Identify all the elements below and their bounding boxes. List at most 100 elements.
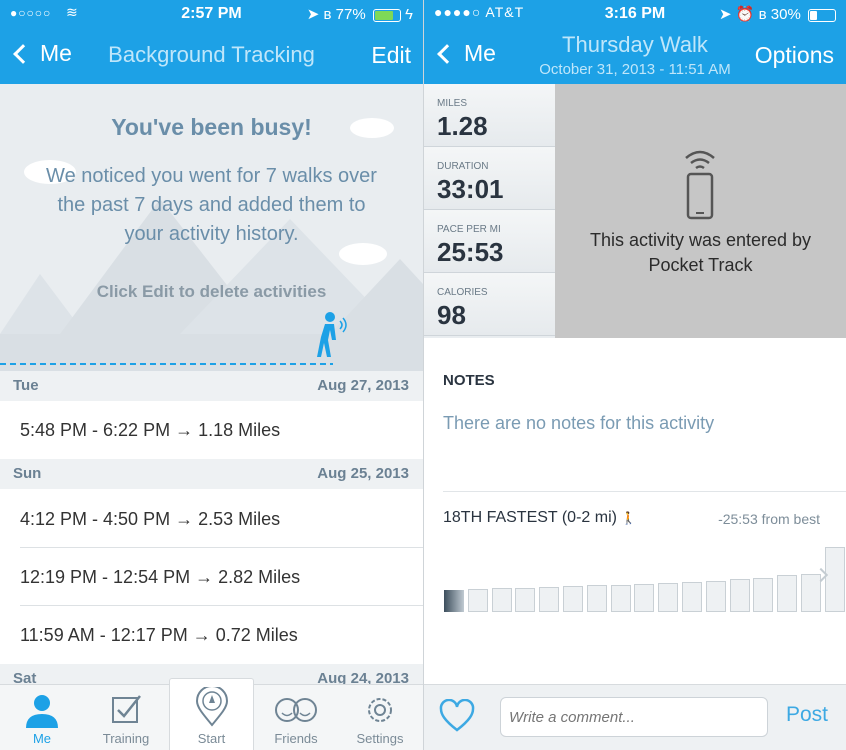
stat-key: DURATION xyxy=(437,161,489,172)
stat-value: 33:01 xyxy=(437,174,504,204)
tab-friends[interactable]: Friends xyxy=(254,684,338,750)
ranking-bar xyxy=(539,586,560,612)
stats-panel: MILES 1.28 DURATION 33:01 PACE PER MI 25… xyxy=(424,84,555,338)
ranking-bar xyxy=(777,575,798,612)
divider xyxy=(443,491,846,492)
tab-label: Me xyxy=(32,731,52,746)
banner-message: We noticed you went for 7 walks over the… xyxy=(46,165,377,245)
charging-icon: ϟ xyxy=(405,6,413,23)
notes-text[interactable]: There are no notes for this activity xyxy=(443,413,715,433)
status-right: ➤ ⏰ ʙ 30% xyxy=(719,5,836,23)
carrier-signal: ●●●●○ AT&T xyxy=(434,4,525,20)
back-button[interactable]: Me xyxy=(434,40,496,67)
stat-miles: MILES 1.28 xyxy=(424,84,555,147)
ranking-bar xyxy=(705,580,726,612)
status-right: ➤ ʙ 77% ϟ xyxy=(307,5,413,23)
stat-value: 25:53 xyxy=(437,237,504,267)
battery-percent: 77% xyxy=(335,6,366,23)
ranking-title: 18TH FASTEST (0-2 mi) 🚶 xyxy=(443,509,636,527)
busy-banner: You've been busy! We noticed you went fo… xyxy=(0,84,423,372)
heart-icon[interactable] xyxy=(438,699,476,733)
phone-wireless-icon xyxy=(685,150,715,220)
activity-detail-screen: ●●●●○ AT&T 3:16 PM ➤ ⏰ ʙ 30% Me Thursday… xyxy=(424,0,846,750)
wifi-icon: ≋ xyxy=(66,4,78,20)
section-day: Sat xyxy=(13,670,37,687)
section-day: Tue xyxy=(13,377,39,394)
navigation-bar: ●○○○○ ≋ 2:57 PM ➤ ʙ 77% ϟ Me Background … xyxy=(0,0,423,84)
ranking-bar xyxy=(586,585,607,612)
tab-label: Start xyxy=(197,731,226,746)
navigation-bar: ●●●●○ AT&T 3:16 PM ➤ ⏰ ʙ 30% Me Thursday… xyxy=(424,0,846,84)
ranking-bar xyxy=(682,582,702,612)
tab-label: Settings xyxy=(356,731,404,746)
location-icon: ➤ xyxy=(719,6,732,23)
stat-key: MILES xyxy=(437,98,468,109)
entered-by-panel: This activity was entered by Pocket Trac… xyxy=(555,84,846,338)
activity-row[interactable]: 5:48 PM - 6:22 PM → 1.18 Miles xyxy=(0,401,423,459)
back-label: Me xyxy=(40,40,72,66)
ranking-chart[interactable] xyxy=(444,530,845,612)
battery-icon xyxy=(808,8,836,22)
page-title: Background Tracking xyxy=(108,42,315,67)
status-bar: ●●●●○ AT&T 3:16 PM ➤ ⏰ ʙ 30% xyxy=(424,0,846,30)
section-header: Sun Aug 25, 2013 xyxy=(0,459,423,489)
section-date: Aug 27, 2013 xyxy=(317,377,409,394)
tab-me[interactable]: Me xyxy=(0,684,84,750)
signal-strength: ●○○○○ xyxy=(10,6,52,20)
back-button[interactable]: Me xyxy=(10,40,72,67)
ranking-bar xyxy=(729,579,750,612)
ranking-bar xyxy=(658,583,679,612)
entered-by-text: This activity was entered by Pocket Trac… xyxy=(589,230,812,275)
section-date: Aug 24, 2013 xyxy=(317,670,409,687)
row-divider xyxy=(20,547,423,548)
checkbox-icon xyxy=(112,695,141,723)
ranking-bar xyxy=(515,587,536,612)
bluetooth-icon: ʙ xyxy=(758,6,767,23)
stat-value: 98 xyxy=(437,300,466,330)
options-button[interactable]: Options xyxy=(754,42,834,68)
tab-start[interactable]: Start xyxy=(169,678,254,750)
page-subtitle: October 31, 2013 - 11:51 AM xyxy=(539,61,731,78)
stat-value: 1.28 xyxy=(437,111,488,141)
status-bar: ●○○○○ ≋ 2:57 PM ➤ ʙ 77% ϟ xyxy=(0,0,423,30)
ranking-bar xyxy=(801,573,821,612)
edit-button[interactable]: Edit xyxy=(371,42,411,68)
activity-row[interactable]: 12:19 PM - 12:54 PM → 2.82 Miles xyxy=(0,548,423,606)
mountains-illustration xyxy=(0,118,423,372)
walker-icon xyxy=(317,312,347,357)
ranking-bar xyxy=(491,588,512,612)
screen-divider xyxy=(423,0,424,750)
stat-pace: PACE PER MI 25:53 xyxy=(424,210,555,273)
comment-input[interactable] xyxy=(500,697,768,737)
row-divider xyxy=(20,605,423,606)
tab-settings[interactable]: Settings xyxy=(338,684,422,750)
post-button[interactable]: Post xyxy=(785,703,828,726)
ranking-bar xyxy=(444,589,464,612)
friends-icon xyxy=(275,698,317,722)
back-label: Me xyxy=(464,40,496,66)
tab-bar: Me Training Start Friends Settings xyxy=(0,678,423,750)
banner-headline: You've been busy! xyxy=(111,114,312,140)
bluetooth-icon: ʙ xyxy=(323,6,332,23)
walker-small-icon: 🚶 xyxy=(621,511,637,525)
status-time: 3:16 PM xyxy=(604,5,666,22)
background-tracking-screen: ●○○○○ ≋ 2:57 PM ➤ ʙ 77% ϟ Me Background … xyxy=(0,0,423,750)
gear-icon xyxy=(368,698,392,722)
stat-key: PACE PER MI xyxy=(437,224,501,235)
ranking-title-text: 18TH FASTEST (0-2 mi) xyxy=(443,509,617,526)
alarm-icon: ⏰ xyxy=(735,6,755,23)
ranking-bar xyxy=(634,583,655,612)
location-icon: ➤ xyxy=(306,6,320,23)
ranking-bar xyxy=(467,589,488,612)
tab-training[interactable]: Training xyxy=(84,684,168,750)
ranking-bar xyxy=(824,546,845,612)
battery-icon xyxy=(372,8,401,22)
comment-bar: Post xyxy=(424,684,846,750)
ranking-bar xyxy=(753,577,774,612)
person-icon xyxy=(26,695,58,728)
status-time: 2:57 PM xyxy=(181,5,242,22)
activity-row[interactable]: 11:59 AM - 12:17 PM → 0.72 Miles xyxy=(0,606,423,664)
battery-percent: 30% xyxy=(770,6,801,23)
compass-pin-icon xyxy=(195,687,228,727)
activity-row[interactable]: 4:12 PM - 4:50 PM → 2.53 Miles xyxy=(0,490,423,548)
